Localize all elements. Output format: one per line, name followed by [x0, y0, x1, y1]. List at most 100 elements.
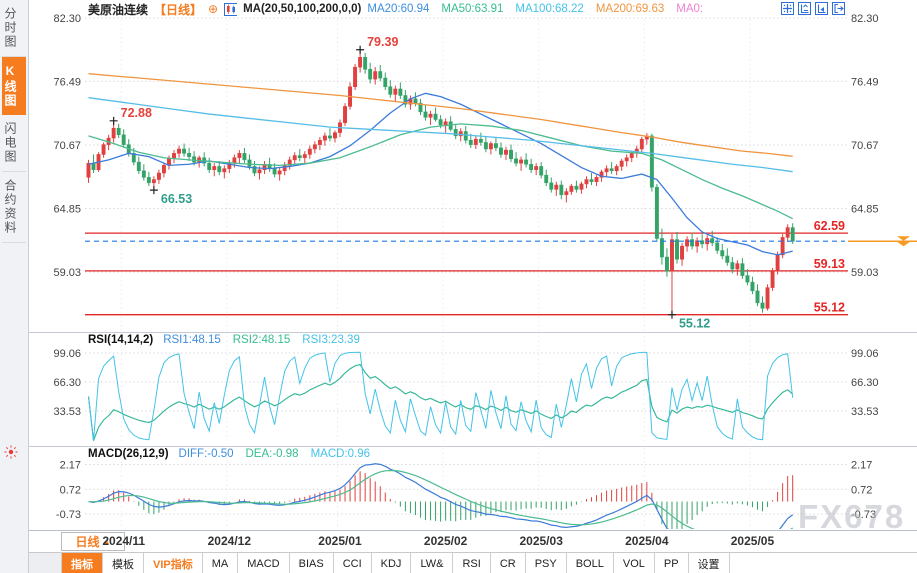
tab-bar-corner — [28, 553, 62, 573]
level-lines[interactable] — [85, 232, 848, 316]
tab-settings[interactable]: 设置 — [688, 553, 730, 573]
tab-kdj[interactable]: KDJ — [371, 553, 412, 573]
date-label-2025-02: 2025/02 — [423, 534, 468, 548]
tab-bar-filler — [729, 553, 917, 573]
svg-text:55.12: 55.12 — [814, 301, 845, 315]
macd-lines — [88, 463, 794, 529]
chart-header: 美原油连续 【日线】 ⊕ MA(20,50,100,200,0,0) MA20:… — [88, 0, 703, 18]
svg-text:66.30: 66.30 — [53, 377, 81, 389]
svg-text:2.17: 2.17 — [851, 460, 872, 472]
indicator-tab-bar: 指标 模板 VIP指标 MA MACD BIAS CCI KDJ LW& RSI CR PSY BOLL… — [28, 552, 917, 573]
rsi3-value: RSI3:23.39 — [302, 334, 360, 346]
svg-text:33.53: 33.53 — [53, 406, 81, 418]
level-labels: 62.59 59.13 55.12 — [814, 219, 845, 315]
sidebar-item-contract-info[interactable]: 合约资料 — [2, 172, 26, 243]
period-selector-button[interactable]: 日线 ▲ — [61, 532, 125, 551]
exit-chart-icon[interactable] — [832, 2, 845, 15]
svg-text:0.72: 0.72 — [60, 484, 81, 496]
date-label-2025-04: 2025/04 — [625, 534, 669, 548]
ma20-value: MA20:60.94 — [367, 3, 430, 15]
ma100-line — [88, 97, 793, 173]
rsi-title: RSI(14,14,2) — [88, 334, 154, 346]
chart-toolbar — [781, 2, 845, 15]
svg-text:70.67: 70.67 — [851, 140, 879, 152]
svg-text:72.88: 72.88 — [121, 106, 152, 120]
svg-text:66.30: 66.30 — [851, 377, 879, 389]
ma100-value: MA100:68.22 — [515, 3, 584, 15]
svg-text:59.03: 59.03 — [53, 267, 81, 279]
svg-text:55.12: 55.12 — [679, 317, 710, 331]
axis-pan-icon[interactable] — [815, 2, 828, 15]
svg-text:76.49: 76.49 — [53, 76, 81, 88]
svg-text:0.72: 0.72 — [851, 484, 872, 496]
date-label-2025-05: 2025/05 — [730, 534, 775, 548]
rsi-header: RSI(14,14,2) RSI1:48.15 RSI2:48.15 RSI3:23… — [88, 334, 360, 346]
sidebar-item-time-chart[interactable]: 分时图 — [2, 0, 26, 57]
svg-text:82.30: 82.30 — [53, 13, 81, 25]
tab-pp[interactable]: PP — [654, 553, 689, 573]
left-sidebar: 分时图 K线图 闪电图 合约资料 — [0, 0, 29, 573]
svg-text:59.13: 59.13 — [814, 257, 845, 271]
tab-vip-indicator[interactable]: VIP指标 — [144, 553, 203, 573]
tab-macd[interactable]: MACD — [238, 553, 290, 573]
svg-text:79.39: 79.39 — [367, 35, 398, 49]
tab-psy[interactable]: PSY — [525, 553, 567, 573]
tab-cci[interactable]: CCI — [333, 553, 372, 573]
svg-text:-0.73: -0.73 — [851, 509, 876, 521]
panel-separators — [28, 332, 917, 447]
tab-vol[interactable]: VOL — [613, 553, 655, 573]
sidebar-item-flash-chart[interactable]: 闪电图 — [2, 115, 26, 172]
price-annotations: 79.39 72.88 66.53 55.12 — [109, 35, 710, 331]
ma-params-label: MA(20,50,100,200,0,0) — [243, 3, 362, 15]
svg-text:66.53: 66.53 — [161, 192, 192, 206]
crosshair-icon[interactable] — [781, 2, 794, 15]
svg-text:99.06: 99.06 — [53, 348, 81, 360]
rsi2-value: RSI2:48.15 — [232, 334, 291, 346]
rsi-axis-labels: 99.06 99.06 66.30 66.30 33.53 33.53 — [53, 348, 878, 418]
diff-value: DIFF:-0.50 — [178, 448, 234, 460]
tab-indicator[interactable]: 指标 — [62, 553, 103, 573]
add-indicator-icon[interactable]: ⊕ — [208, 2, 219, 16]
macd-histogram — [93, 471, 794, 529]
macd-settings-icon[interactable] — [3, 444, 19, 460]
ma50-value: MA50:63.91 — [441, 3, 504, 15]
svg-text:76.49: 76.49 — [851, 76, 879, 88]
period-selector-label: 日线 — [75, 535, 100, 549]
tab-lw[interactable]: LW& — [411, 553, 454, 573]
triangle-up-icon: ▲ — [102, 537, 111, 546]
ma200-value: MA200:69.63 — [595, 3, 665, 15]
ma50-line — [88, 123, 793, 220]
tab-boll[interactable]: BOLL — [566, 553, 614, 573]
tab-rsi[interactable]: RSI — [453, 553, 491, 573]
axis-zoom-icon[interactable] — [798, 2, 811, 15]
macd-title: MACD(26,12,9) — [88, 448, 169, 460]
rsi1-value: RSI1:48.15 — [163, 334, 221, 346]
ma0-value: MA0: — [676, 3, 704, 15]
sidebar-item-kline-chart[interactable]: K线图 — [2, 57, 26, 115]
dea-value: DEA:-0.98 — [245, 448, 299, 460]
ma-legend: MA20:60.94 MA50:63.91 MA100:68.22 MA200:69.… — [367, 3, 703, 15]
svg-text:2.17: 2.17 — [60, 460, 81, 472]
date-label-2024-11: 2024/11 — [102, 534, 146, 548]
main-axis-labels: 82.30 82.30 76.49 76.49 70.67 70.67 64.85 64.85… — [53, 13, 878, 279]
svg-text:-0.73: -0.73 — [56, 509, 81, 521]
macd-header: MACD(26,12,9) DIFF:-0.50 DEA:-0.98 MACD:0.… — [88, 448, 370, 460]
date-label-2025-03: 2025/03 — [519, 534, 563, 548]
svg-text:64.85: 64.85 — [53, 203, 81, 215]
svg-text:70.67: 70.67 — [53, 140, 81, 152]
svg-text:82.30: 82.30 — [851, 13, 879, 25]
tab-ma[interactable]: MA — [202, 553, 239, 573]
svg-text:59.03: 59.03 — [851, 267, 879, 279]
tab-cr[interactable]: CR — [490, 553, 526, 573]
price-marker-arrow — [897, 236, 910, 247]
tab-template[interactable]: 模板 — [103, 553, 144, 573]
svg-text:99.06: 99.06 — [851, 348, 879, 360]
ma200-line — [88, 73, 793, 157]
macd-value: MACD:0.96 — [310, 448, 370, 460]
candles — [86, 49, 795, 315]
rsi-lines — [88, 351, 794, 441]
tab-bias[interactable]: BIAS — [289, 553, 334, 573]
svg-text:33.53: 33.53 — [851, 406, 879, 418]
